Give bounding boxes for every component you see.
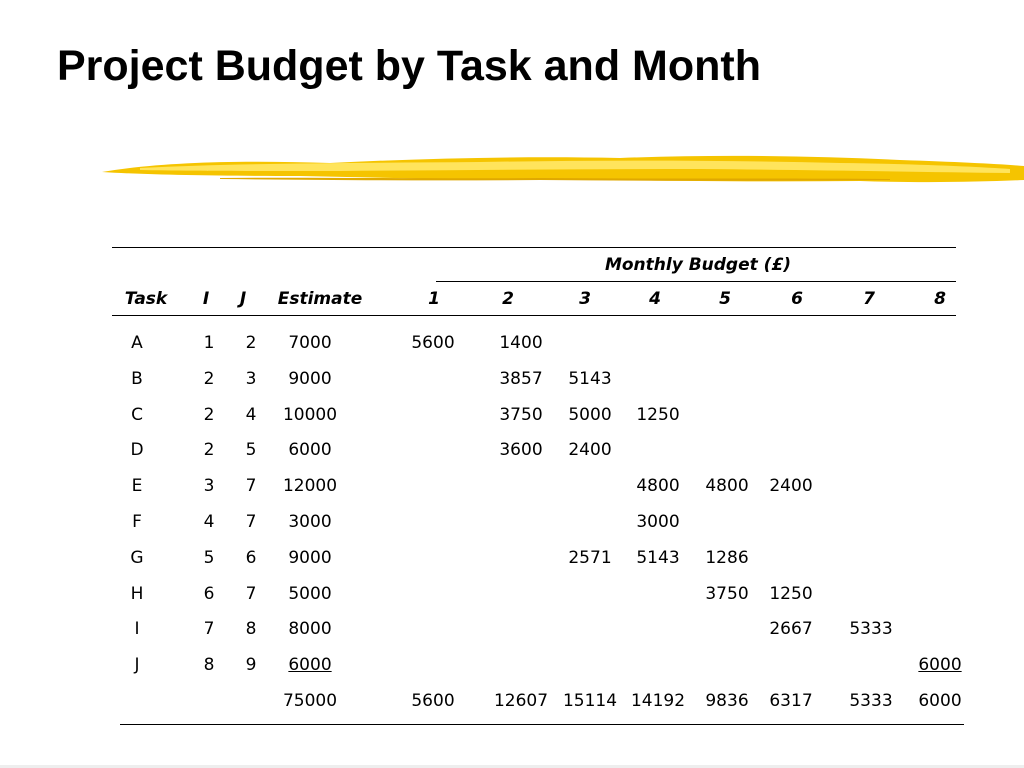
cell-a-j: 2: [245, 333, 257, 353]
cell-f-estimate: 3000: [288, 512, 332, 532]
cell-h-i: 6: [203, 583, 215, 604]
cell-d-m3: 2400: [568, 440, 612, 461]
cell-e-m5: 4800: [705, 476, 749, 497]
column-header-m4: 4: [649, 289, 661, 309]
column-header-estimate: Estimate: [277, 289, 363, 309]
cell-c-j: 4: [245, 404, 257, 425]
cell-a-m2: 1400: [499, 333, 543, 353]
cell-b-j: 3: [245, 368, 257, 389]
cell-g-j: 6: [245, 547, 257, 568]
cell-e-m6: 2400: [769, 476, 813, 497]
cell-j-i: 8: [203, 655, 215, 676]
header-bottom-rule: [112, 315, 956, 316]
cell-f-m4: 3000: [636, 512, 680, 532]
total-m7: 5333: [849, 691, 893, 711]
cell-c-m3: 5000: [568, 404, 612, 425]
cell-i-m6: 2667: [769, 619, 813, 640]
cell-g-estimate: 9000: [288, 547, 332, 568]
cell-c-task: C: [131, 404, 143, 425]
cell-h-estimate: 5000: [288, 583, 332, 604]
column-header-m8: 8: [934, 289, 946, 309]
cell-e-task: E: [131, 476, 143, 497]
cell-i-estimate: 8000: [288, 619, 332, 640]
column-header-m5: 5: [719, 289, 731, 309]
cell-d-i: 2: [203, 440, 215, 461]
column-header-m7: 7: [863, 289, 875, 309]
cell-c-estimate: 10000: [282, 404, 338, 425]
total-m4: 14192: [630, 691, 686, 711]
cell-b-m2: 3857: [499, 368, 543, 389]
cell-j-estimate: 6000: [288, 655, 332, 676]
cell-i-m7: 5333: [849, 619, 893, 640]
cell-g-m5: 1286: [705, 547, 749, 568]
cell-d-m2: 3600: [499, 440, 543, 461]
column-header-m3: 3: [579, 289, 591, 309]
monthly-budget-rule: [436, 281, 956, 282]
cell-f-task: F: [132, 512, 142, 532]
total-m8: 6000: [918, 691, 962, 711]
cell-e-i: 3: [203, 476, 215, 497]
cell-b-m3: 5143: [568, 368, 612, 389]
cell-h-j: 7: [245, 583, 257, 604]
column-header-j: J: [239, 289, 247, 309]
table-bottom-rule: [120, 724, 964, 725]
cell-d-task: D: [130, 440, 144, 461]
cell-c-m2: 3750: [499, 404, 543, 425]
total-m3: 15114: [562, 691, 618, 711]
total-m5: 9836: [705, 691, 749, 711]
cell-j-m8: 6000: [918, 655, 962, 676]
brush-stroke-streak: [220, 177, 890, 181]
total-m2: 12607: [493, 691, 549, 711]
yellow-brush-stroke: [102, 155, 1024, 183]
column-header-m6: 6: [791, 289, 803, 309]
cell-g-i: 5: [203, 547, 215, 568]
cell-a-task: A: [131, 333, 143, 353]
slide-title: Project Budget by Task and Month: [57, 42, 761, 90]
cell-a-estimate: 7000: [288, 333, 332, 353]
table-top-rule: [112, 247, 956, 248]
cell-h-task: H: [130, 583, 144, 604]
cell-c-m4: 1250: [636, 404, 680, 425]
cell-b-task: B: [131, 368, 143, 389]
column-header-m2: 2: [502, 289, 514, 309]
total-m6: 6317: [769, 691, 813, 711]
brush-stroke-highlight: [140, 160, 1010, 173]
cell-j-j: 9: [245, 655, 257, 676]
cell-c-i: 2: [203, 404, 215, 425]
total-estimate: 75000: [282, 691, 338, 711]
cell-h-m6: 1250: [769, 583, 813, 604]
cell-e-j: 7: [245, 476, 257, 497]
cell-g-m4: 5143: [636, 547, 680, 568]
cell-g-task: G: [130, 547, 144, 568]
cell-f-i: 4: [203, 512, 215, 532]
column-header-task: Task: [124, 289, 168, 309]
cell-b-estimate: 9000: [288, 368, 332, 389]
cell-g-m3: 2571: [568, 547, 612, 568]
cell-e-m4: 4800: [636, 476, 680, 497]
cell-d-j: 5: [245, 440, 257, 461]
column-header-m1: 1: [428, 289, 440, 309]
cell-i-j: 8: [245, 619, 257, 640]
total-m1: 5600: [411, 691, 455, 711]
cell-h-m5: 3750: [705, 583, 749, 604]
cell-d-estimate: 6000: [288, 440, 332, 461]
cell-e-estimate: 12000: [282, 476, 338, 497]
cell-b-i: 2: [203, 368, 215, 389]
cell-i-task: I: [134, 619, 140, 640]
monthly-budget-header: Monthly Budget (£): [604, 255, 792, 275]
slide-footer-band: [0, 765, 1024, 768]
cell-j-task: J: [134, 655, 140, 676]
cell-a-m1: 5600: [411, 333, 455, 353]
column-header-i: I: [202, 289, 210, 309]
cell-a-i: 1: [203, 333, 215, 353]
cell-f-j: 7: [245, 512, 257, 532]
cell-i-i: 7: [203, 619, 215, 640]
